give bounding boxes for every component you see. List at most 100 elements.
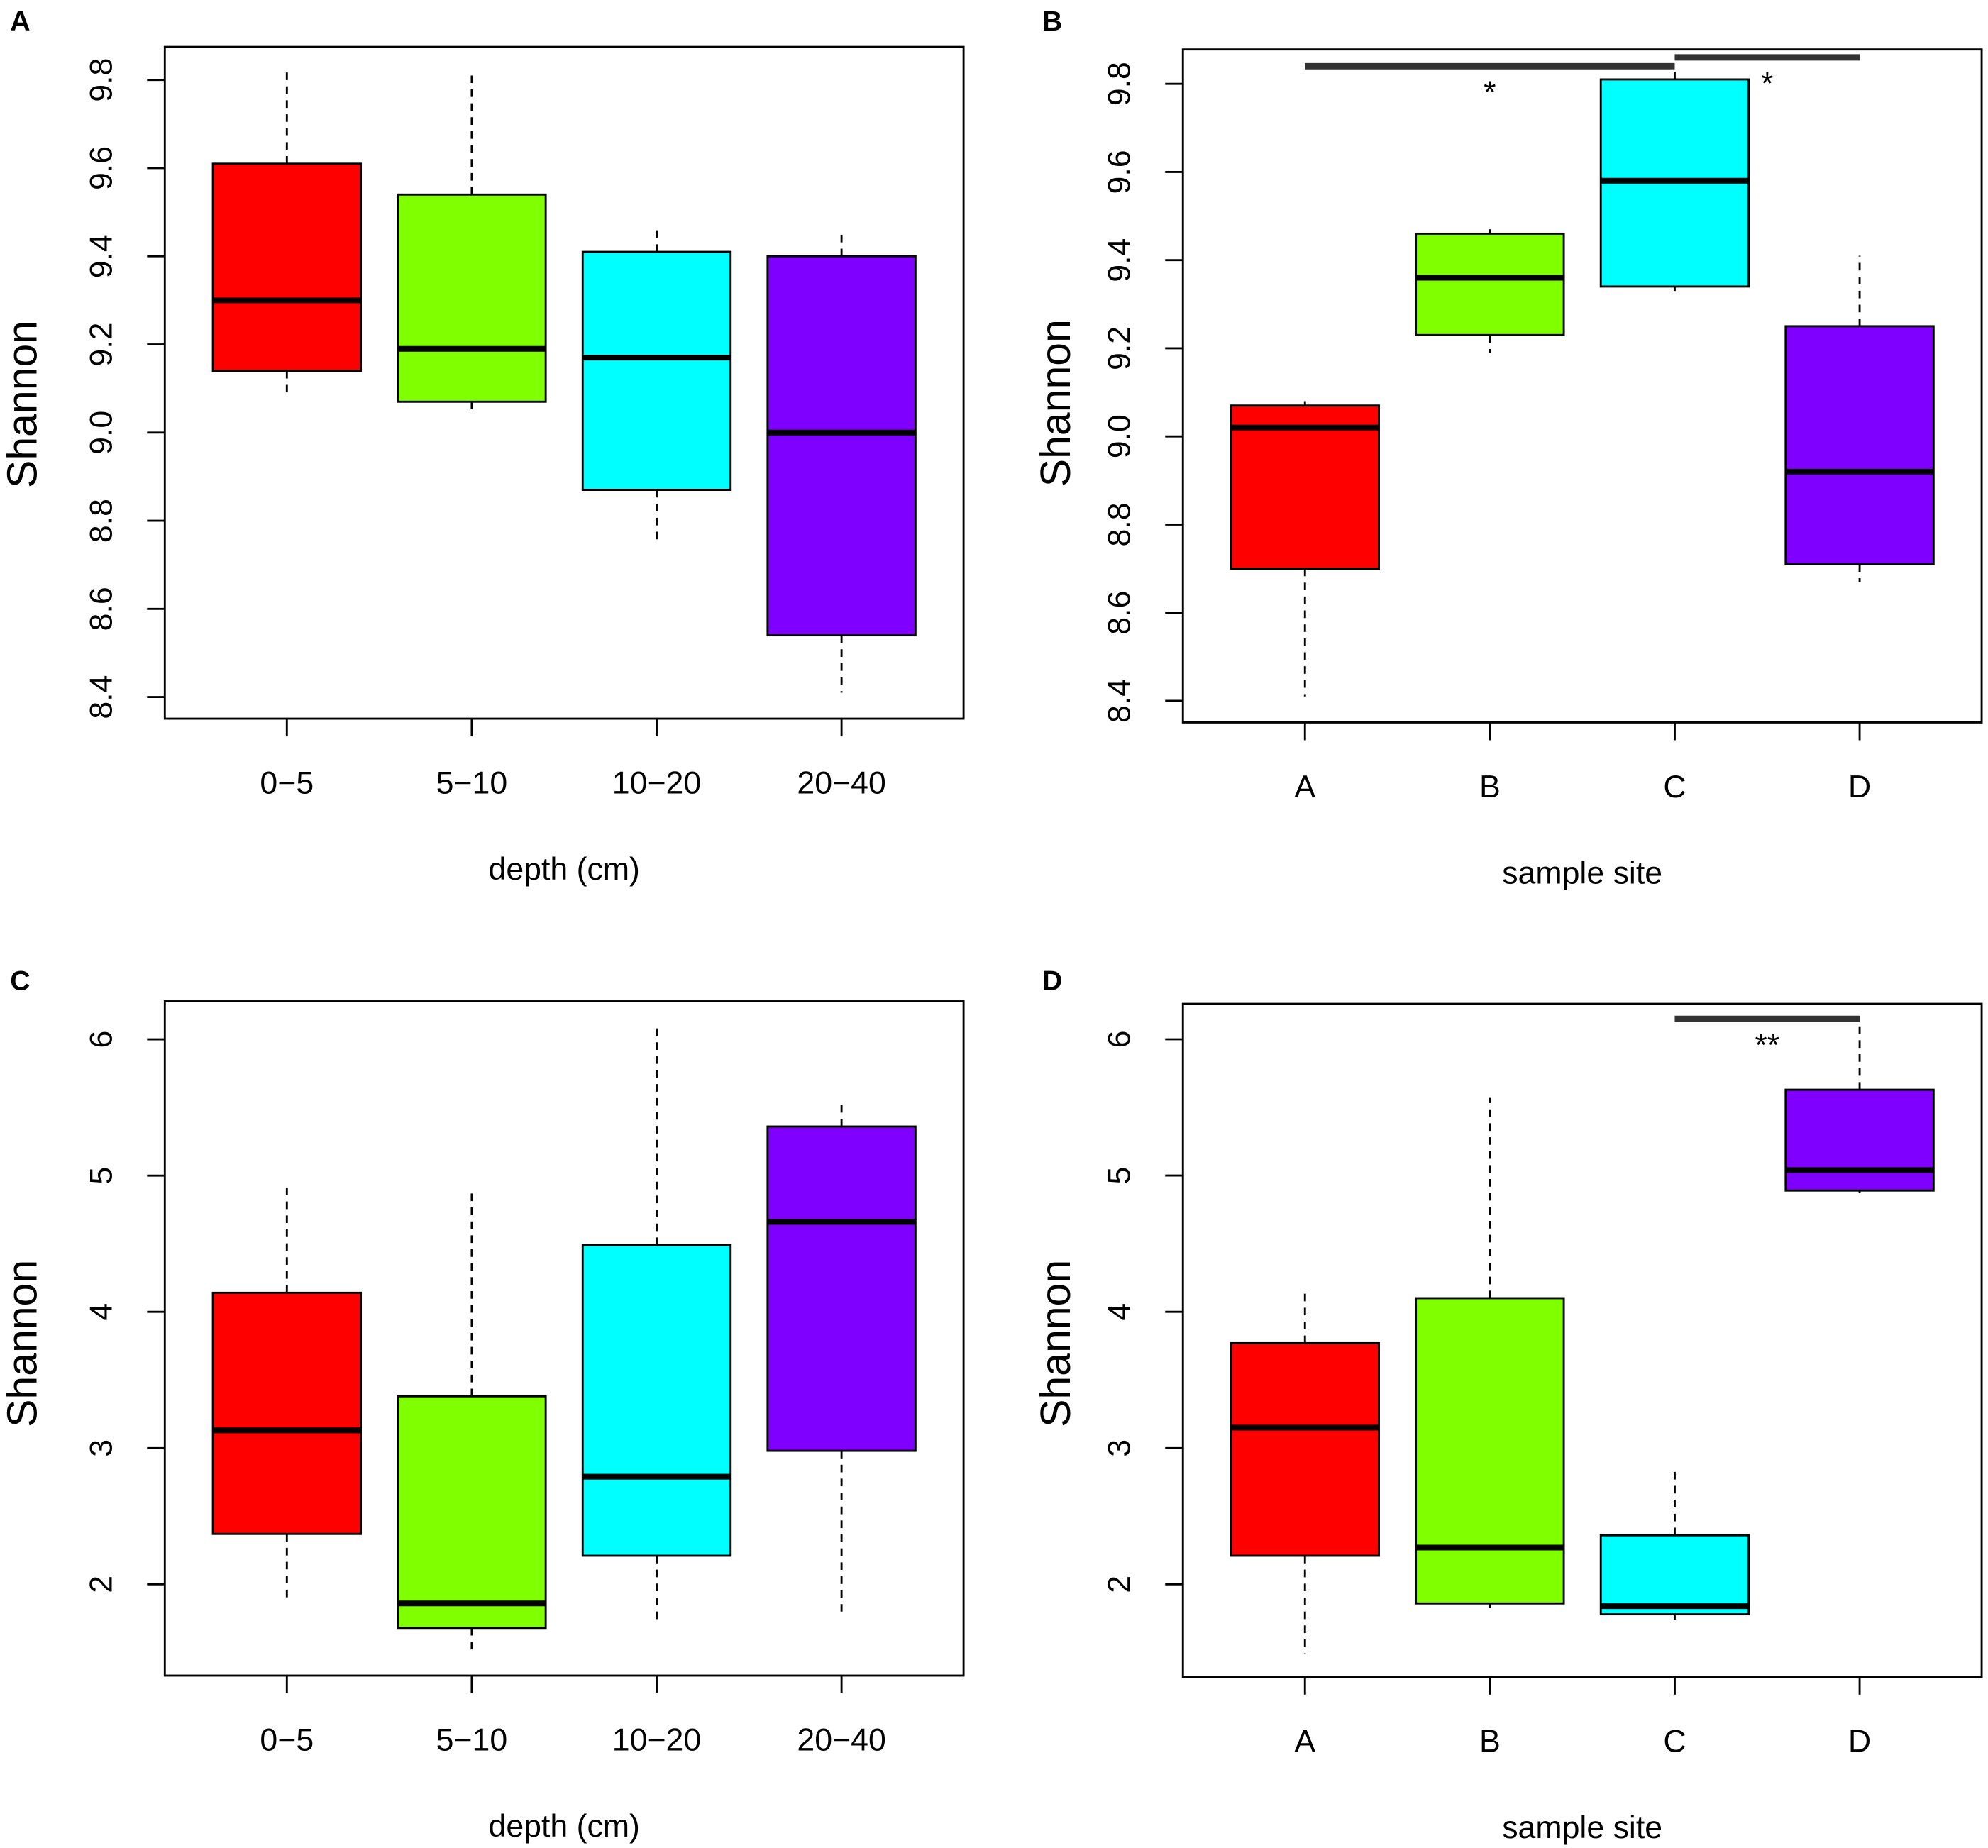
x-tick-label: A — [1294, 1724, 1315, 1759]
panel-c: C 2 3 4 5 6 Shannon 0−5 5−10 10−20 20−40 depth (cm) — [0, 965, 965, 1844]
x-axis: 0−5 5−10 10−20 20−40 — [260, 719, 886, 801]
plot-frame — [163, 1000, 965, 1677]
y-tick-label: 8.4 — [1102, 679, 1137, 723]
y-tick-label: 6 — [1102, 1031, 1137, 1049]
y-tick-label: 4 — [1102, 1303, 1137, 1321]
box-group-3 — [581, 1027, 732, 1623]
y-tick-label: 8.4 — [84, 675, 118, 719]
iqr-box — [1784, 325, 1935, 565]
box-group-4 — [766, 1100, 917, 1612]
panel-a: A 8.4 8.6 8.8 9.0 9.2 9.4 9.6 9.8 Shannon 0−5 5−10 1… — [0, 6, 965, 887]
iqr-box — [1415, 232, 1565, 336]
y-axis: 2 3 4 5 6 — [84, 1031, 165, 1593]
y-axis-title: Shannon — [1033, 319, 1079, 487]
box-group-3 — [581, 225, 732, 543]
x-axis: 0−5 5−10 10−20 20−40 — [260, 1676, 886, 1758]
iqr-box — [581, 250, 732, 492]
box-group-2 — [1415, 1097, 1565, 1608]
y-tick-label: 9.0 — [84, 411, 118, 455]
box-group-2 — [397, 1189, 547, 1654]
plot-frame — [163, 45, 965, 720]
iqr-box — [1784, 1088, 1935, 1192]
panel-letter: B — [1042, 6, 1062, 37]
x-tick-label: D — [1848, 1724, 1871, 1759]
y-tick-label: 5 — [84, 1167, 118, 1185]
y-axis: 8.4 8.6 8.8 9.0 9.2 9.4 9.6 9.8 — [1102, 62, 1183, 723]
significance-label: * — [1761, 67, 1773, 101]
y-axis-title: Shannon — [0, 1260, 46, 1427]
y-axis-title: Shannon — [1033, 1260, 1079, 1427]
iqr-box — [581, 1244, 732, 1557]
y-tick-label: 9.2 — [1102, 326, 1137, 370]
y-tick-label: 5 — [1102, 1167, 1137, 1185]
y-tick-label: 9.0 — [1102, 414, 1137, 458]
x-axis-title: sample site — [1502, 856, 1662, 891]
x-tick-label: C — [1663, 770, 1686, 804]
x-axis-title: depth (cm) — [488, 852, 639, 887]
panel-letter: D — [1042, 965, 1062, 996]
x-tick-label: B — [1479, 1724, 1501, 1759]
y-tick-label: 3 — [84, 1439, 118, 1457]
box-group-1 — [211, 71, 362, 398]
box-group-3 — [1599, 1466, 1750, 1620]
y-tick-label: 3 — [1102, 1439, 1137, 1457]
box-group-4 — [1784, 1020, 1935, 1194]
y-tick-label: 8.8 — [84, 499, 118, 543]
box-group-1 — [1230, 1288, 1380, 1654]
x-tick-label: A — [1294, 770, 1315, 804]
x-tick-label: 0−5 — [260, 766, 314, 801]
y-tick-label: 8.6 — [84, 587, 118, 631]
y-tick-label: 9.4 — [84, 234, 118, 278]
box-group-2 — [397, 75, 547, 415]
x-axis: A B C D — [1294, 722, 1871, 804]
significance-label: * — [1484, 75, 1496, 110]
iqr-box — [766, 255, 917, 637]
x-tick-label: 5−10 — [436, 766, 508, 801]
iqr-box — [397, 1395, 547, 1630]
y-tick-label: 9.4 — [1102, 238, 1137, 282]
x-tick-label: 10−20 — [612, 1723, 701, 1758]
y-tick-label: 9.8 — [84, 58, 118, 102]
x-axis-title: depth (cm) — [488, 1809, 639, 1844]
iqr-box — [211, 1291, 362, 1535]
box-group-2 — [1415, 229, 1565, 353]
panel-letter: C — [10, 965, 30, 996]
box-group-4 — [766, 234, 917, 693]
iqr-box — [211, 162, 362, 372]
box-group-1 — [211, 1188, 362, 1604]
iqr-box — [1415, 1297, 1565, 1605]
iqr-box — [397, 193, 547, 403]
box-group-1 — [1230, 401, 1380, 697]
y-tick-label: 8.6 — [1102, 591, 1137, 635]
x-tick-label: B — [1479, 770, 1501, 804]
y-tick-label: 2 — [84, 1576, 118, 1593]
x-tick-label: D — [1848, 770, 1871, 804]
iqr-box — [1230, 404, 1380, 570]
iqr-box — [1230, 1341, 1380, 1557]
box-group-4 — [1784, 255, 1935, 582]
x-axis: A B C D — [1294, 1676, 1871, 1759]
y-tick-label: 2 — [1102, 1576, 1137, 1593]
significance-label: ** — [1755, 1028, 1779, 1063]
x-axis-title: sample site — [1502, 1810, 1662, 1845]
x-tick-label: 5−10 — [436, 1723, 508, 1758]
panel-b: B 8.4 8.6 8.8 9.0 9.2 9.4 9.6 9.8 Shannon A B C Dsamp… — [1033, 6, 1983, 891]
y-axis: 8.4 8.6 8.8 9.0 9.2 9.4 9.6 9.8 — [84, 58, 165, 719]
plot-frame — [1181, 48, 1983, 724]
y-axis-title: Shannon — [0, 321, 46, 488]
x-tick-label: C — [1663, 1724, 1686, 1759]
y-tick-label: 9.8 — [1102, 62, 1137, 106]
x-tick-label: 0−5 — [260, 1723, 314, 1758]
y-tick-label: 8.8 — [1102, 502, 1137, 546]
y-tick-label: 9.6 — [1102, 150, 1137, 194]
y-tick-label: 9.2 — [84, 322, 118, 366]
y-axis: 2 3 4 5 6 — [1102, 1031, 1183, 1593]
iqr-box — [1599, 1534, 1750, 1616]
x-tick-label: 10−20 — [612, 766, 701, 801]
y-tick-label: 4 — [84, 1303, 118, 1321]
panel-letter: A — [10, 6, 30, 37]
plot-frame — [1181, 1002, 1983, 1678]
box-group-3 — [1599, 70, 1750, 292]
